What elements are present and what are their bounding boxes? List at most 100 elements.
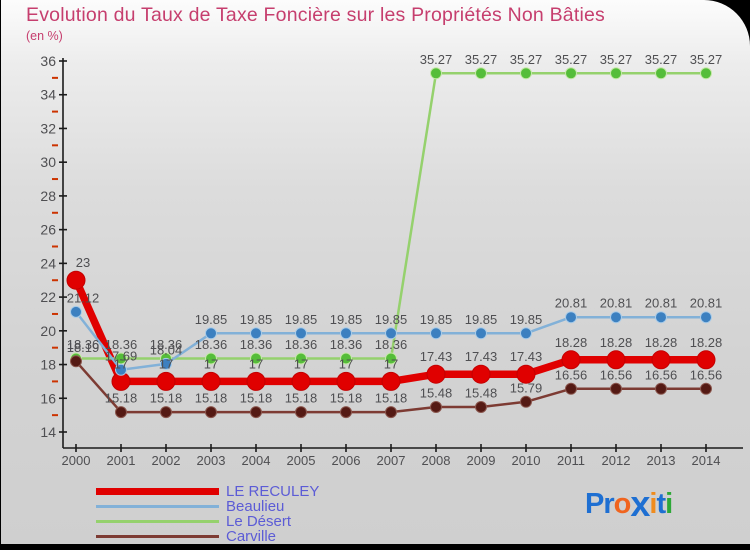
data-point-carville [115, 406, 127, 419]
chart-title: Evolution du Taux de Taxe Foncière sur l… [26, 4, 605, 26]
chart-subtitle: (en %) [26, 29, 63, 43]
chart-text: 16.56 [555, 367, 588, 382]
chart-text: 17.43 [510, 349, 543, 364]
legend-label: Le Désert [226, 513, 292, 530]
legend-item-beaulieu: Beaulieu [96, 499, 319, 514]
data-point-le-reculey [426, 364, 446, 384]
chart-text: 18.36 [240, 337, 273, 352]
data-point-le-d-sert [565, 67, 577, 80]
data-point-carville [430, 401, 442, 413]
legend-label: Beaulieu [226, 498, 285, 515]
chart-text: 19.85 [195, 312, 228, 327]
chart-text: 26 [40, 222, 56, 238]
chart-text: 2003 [197, 453, 226, 468]
chart-text: 18.28 [645, 335, 678, 350]
data-point-carville [565, 382, 577, 395]
chart-text: 36 [40, 53, 56, 69]
chart-text: 17 [159, 356, 173, 371]
data-point-le-reculey [246, 371, 266, 391]
chart-text: 2012 [602, 453, 631, 468]
chart-text: 35.27 [555, 52, 588, 67]
data-labels: 23 17 17 17 17 17 17 17 17.43 17.43 17.43 18.28 18.2… [67, 52, 723, 406]
chart-text: 15.18 [330, 391, 363, 406]
legend-item-le-desert: Le Désert [96, 514, 319, 529]
chart-text: 2008 [422, 453, 451, 468]
chart-text: 2006 [332, 453, 361, 468]
chart-text: 2009 [467, 453, 496, 468]
chart-text: 17 [114, 356, 128, 371]
data-point-le-reculey [471, 364, 491, 384]
logo-letter: r [603, 488, 614, 520]
legend-swatch-carville [96, 535, 219, 538]
chart-text: 20.81 [555, 296, 588, 311]
chart-text: 16 [40, 390, 56, 406]
legend: LE RECULEY Beaulieu Le Désert Carville [96, 484, 319, 544]
legend-swatch-le-desert [96, 520, 219, 523]
data-point-beaulieu [70, 305, 82, 318]
data-point-beaulieu [610, 311, 622, 324]
data-point-beaulieu [160, 357, 172, 370]
chart-text: 2001 [107, 453, 136, 468]
chart-text: 15.48 [420, 386, 453, 401]
chart-text: 17.43 [420, 349, 453, 364]
chart-text: 2010 [512, 453, 541, 468]
axes: 14 16 18 20 22 24 26 28 30 32 34 36 2000 2001 2002 2003… [40, 53, 743, 468]
chart-text: 15.18 [195, 391, 228, 406]
data-point-le-reculey [516, 364, 536, 384]
data-point-le-d-sert [385, 352, 397, 365]
chart-text: 35.27 [690, 52, 723, 67]
data-point-le-d-sert [250, 352, 262, 365]
chart-text: 24 [40, 255, 56, 271]
data-point-le-reculey [561, 350, 581, 370]
legend-swatch-beaulieu [96, 505, 219, 508]
data-point-carville [295, 406, 307, 419]
data-point-le-d-sert [610, 67, 622, 80]
chart-text: 2014 [692, 453, 721, 468]
chart-text: 19.85 [510, 312, 543, 327]
data-point-le-reculey [156, 371, 176, 391]
chart-text: 15.18 [240, 391, 273, 406]
data-point-beaulieu [700, 311, 712, 324]
chart-text: 20.81 [600, 296, 633, 311]
data-point-le-reculey [696, 350, 716, 370]
data-point-le-d-sert [295, 352, 307, 365]
chart-text: 18.36 [67, 337, 100, 352]
data-point-beaulieu [205, 327, 217, 340]
proxiti-logo[interactable]: Proxiti [585, 486, 673, 522]
data-point-beaulieu [565, 311, 577, 324]
data-point-le-d-sert [430, 67, 442, 80]
data-point-le-reculey [381, 371, 401, 391]
chart-text: 35.27 [510, 52, 543, 67]
legend-swatch-le-reculey [96, 488, 219, 495]
data-point-le-reculey [291, 371, 311, 391]
logo-letter: o [613, 488, 632, 520]
data-point-beaulieu [115, 363, 127, 376]
chart-text: 19.85 [465, 312, 498, 327]
data-point-beaulieu [430, 327, 442, 340]
chart-text: 18.28 [600, 335, 633, 350]
chart-text: 21.12 [67, 290, 100, 305]
legend-item-le-reculey: LE RECULEY [96, 484, 319, 499]
logo-letter: i [665, 488, 673, 520]
chart-text: 15.18 [105, 391, 138, 406]
data-point-beaulieu [475, 327, 487, 340]
chart-text: 2007 [377, 453, 406, 468]
chart-text: 28 [40, 188, 56, 204]
data-point-beaulieu [340, 327, 352, 340]
chart-text: 17 [384, 356, 398, 371]
chart-text: 15.18 [375, 391, 408, 406]
line-chart: 14 16 18 20 22 24 26 28 30 32 34 36 2000 2001 2002 2003… [40, 52, 743, 468]
data-point-carville [475, 401, 487, 413]
chart-text: 30 [40, 154, 56, 170]
chart-text: 2000 [62, 453, 91, 468]
data-point-le-d-sert [205, 352, 217, 365]
data-point-carville [700, 382, 712, 395]
data-point-carville [655, 382, 667, 395]
chart-text: 15.18 [285, 391, 318, 406]
chart-text: 18.36 [105, 337, 138, 352]
chart-text: 18.04 [150, 342, 183, 357]
legend-item-carville: Carville [96, 529, 319, 544]
chart-text: 17.69 [105, 348, 138, 363]
